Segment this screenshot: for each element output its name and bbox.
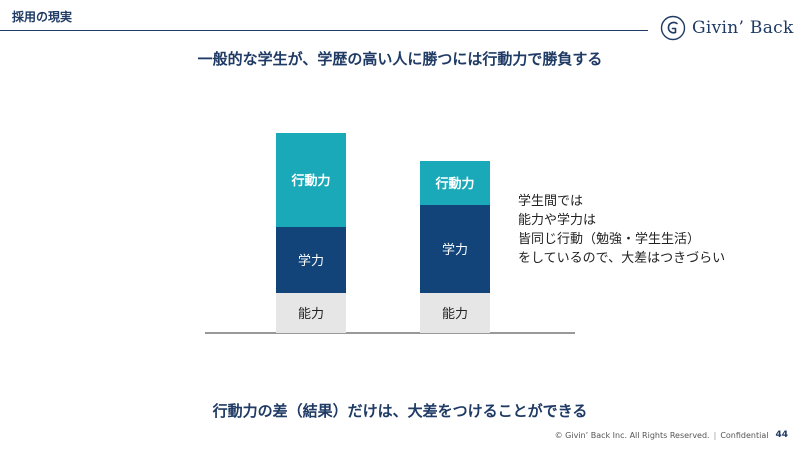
- conclusion: 行動力の差（結果）だけは、大差をつけることができる: [212, 402, 588, 420]
- note-line: 皆同じ行動（勉強・学生生活）: [518, 232, 701, 247]
- explanation-note: 学生間では 能力や学力は 皆同じ行動（勉強・学生生活） をしているので、大差はつ…: [518, 192, 725, 268]
- segment-label: 行動力: [290, 173, 330, 189]
- confidential-label: Confidential: [720, 430, 769, 440]
- segment-label: 学力: [298, 253, 324, 269]
- bar-segment: [276, 293, 346, 333]
- page-number: 44: [775, 430, 788, 440]
- headline: 一般的な学生が、学歴の高い人に勝つには行動力で勝負する: [197, 50, 603, 68]
- note-line: をしているので、大差はつきづらい: [518, 251, 726, 266]
- bar-segment: [276, 227, 346, 293]
- header-divider: [0, 30, 648, 31]
- copyright-text: © Givin’ Back Inc. All Rights Reserved.: [554, 430, 710, 440]
- givin-back-logo-icon: [660, 15, 686, 41]
- bar-segment: [420, 293, 490, 333]
- section-title: 採用の現実: [12, 10, 73, 24]
- segment-label: 能力: [442, 307, 468, 322]
- segment-label: 学力: [442, 242, 468, 258]
- segment-label: 行動力: [434, 176, 474, 192]
- footer: © Givin’ Back Inc. All Rights Reserved. …: [555, 430, 788, 440]
- bar-segment: [276, 133, 346, 227]
- logo-text: Givin’ Back: [692, 18, 794, 38]
- company-logo: Givin’ Back: [660, 14, 794, 42]
- bar-segment: [420, 205, 490, 293]
- bar-segment: [420, 161, 490, 205]
- segment-label: 能力: [298, 307, 324, 322]
- footer-separator: |: [713, 430, 717, 440]
- note-line: 能力や学力は: [518, 213, 597, 228]
- note-line: 学生間では: [518, 194, 584, 209]
